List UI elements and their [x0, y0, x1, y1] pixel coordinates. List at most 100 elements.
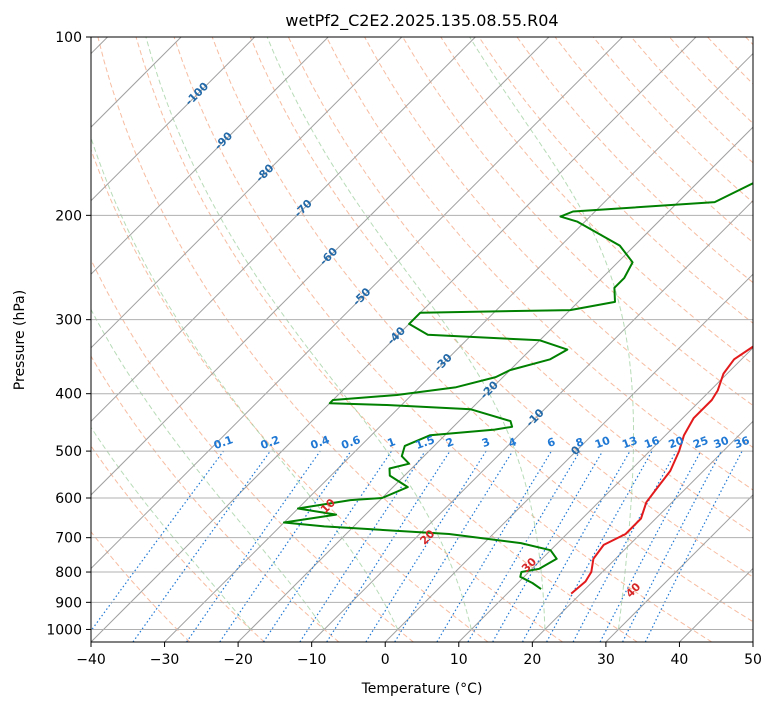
y-tick-label: 1000 — [46, 622, 82, 638]
mixing-ratio-label: 6 — [545, 435, 557, 450]
dry-adiabat-line — [91, 445, 265, 642]
mixing-ratio-label: 1.5 — [414, 433, 437, 452]
dry-adiabat-line — [211, 37, 753, 623]
isotherm-line — [752, 641, 753, 642]
chart-title: wetPf2_C2E2.2025.135.08.55.R04 — [285, 11, 558, 31]
mixing-ratio-line — [644, 450, 743, 642]
dry-adiabat-line — [326, 37, 753, 491]
isotherm-line — [679, 567, 753, 642]
mixing-ratio-line — [467, 450, 581, 642]
y-tick-label: 800 — [55, 565, 82, 581]
mixing-ratio-label: 0.4 — [309, 433, 332, 452]
isotherm-line — [458, 347, 753, 642]
mixing-ratio-label: 3 — [480, 435, 492, 450]
moist-adiabat-line — [145, 37, 472, 630]
dry-adiabat-label: 40 — [623, 580, 643, 600]
mixing-ratio-label: 10 — [593, 434, 612, 452]
dry-adiabat-label: 20 — [417, 527, 437, 547]
mixing-ratio-label: 20 — [667, 434, 686, 452]
x-tick-label: −30 — [150, 652, 180, 668]
mixing-ratio-label: 25 — [691, 434, 710, 451]
mixing-ratio-line — [262, 450, 392, 642]
dry-adiabat-line — [91, 148, 489, 642]
dry-adiabat-line — [440, 37, 753, 365]
x-tick-label: −40 — [76, 652, 106, 668]
y-tick-label: 900 — [55, 595, 82, 611]
x-axis: −40 −30 −20 −10 0 10 20 30 40 50 — [76, 642, 762, 668]
mixing-ratio-label: 2 — [444, 435, 456, 450]
mixing-ratio-line — [219, 450, 352, 642]
mixing-ratio-label: 16 — [642, 434, 661, 452]
dry-adiabat-line — [669, 37, 753, 125]
y-tick-label: 500 — [55, 444, 82, 460]
dry-adiabat-line — [554, 37, 753, 244]
isotherm-line — [164, 52, 753, 642]
mixing-ratio-label: 13 — [620, 434, 639, 451]
isotherm-line — [237, 126, 753, 642]
plot-area: -100-90-80-70-60-50-40-30-20-10010203040… — [91, 37, 753, 642]
x-tick-label: 30 — [597, 652, 615, 668]
isotherm-line — [91, 37, 403, 349]
y-tick-label: 200 — [55, 208, 82, 224]
mixing-ratio-line — [546, 450, 653, 642]
dry-adiabat-line — [91, 355, 340, 642]
isotherm-line — [91, 37, 256, 202]
dry-adiabat-line — [135, 37, 638, 642]
dry-adiabat-line — [707, 37, 753, 85]
isotherm-line — [384, 273, 753, 642]
isotherm-line — [91, 37, 329, 275]
dry-adiabat-line — [745, 37, 753, 46]
y-tick-label: 400 — [55, 387, 82, 403]
mixing-ratio-line — [299, 450, 426, 642]
dry-adiabat-line — [592, 37, 753, 204]
mixing-ratio-line — [599, 450, 702, 642]
y-tick-label: 700 — [55, 531, 82, 547]
moist-adiabat-line — [266, 37, 546, 630]
mixing-ratio-line — [326, 450, 451, 642]
isotherm-line — [605, 494, 753, 642]
temperature-profile-line — [570, 345, 753, 595]
isotherm-line — [91, 37, 476, 423]
mixing-ratio-line — [186, 450, 321, 642]
background-lines — [91, 37, 753, 642]
mixing-ratio-label: 30 — [712, 434, 731, 452]
mixing-ratio-line — [521, 450, 631, 642]
moist-adiabat-line — [469, 37, 634, 630]
y-tick-label: 600 — [55, 491, 82, 507]
y-axis: 100 200 300 400 500 600 700 800 900 1000 — [46, 30, 91, 638]
mixing-ratio-label: 1 — [386, 435, 398, 450]
profile-lines — [283, 182, 753, 595]
isotherm-line — [311, 199, 753, 642]
plot-frame — [90, 36, 754, 643]
mixing-ratio-label: 0.1 — [212, 433, 235, 452]
mixing-ratio-line — [622, 450, 722, 642]
mixing-ratio-label: 4 — [507, 435, 519, 450]
isotherm-line — [91, 37, 623, 570]
dry-adiabat-line — [478, 37, 753, 324]
isotherm-line — [91, 37, 550, 496]
y-tick-label: 300 — [55, 313, 82, 329]
mixing-ratio-label: 0.6 — [339, 433, 362, 452]
x-tick-label: −20 — [223, 652, 253, 668]
x-tick-label: 0 — [381, 652, 390, 668]
isotherm-line — [531, 420, 753, 642]
y-tick-label: 100 — [55, 30, 82, 46]
dry-adiabat-line — [364, 37, 753, 449]
moist-adiabat-line — [91, 426, 252, 630]
moist-adiabat-line — [91, 136, 399, 630]
x-tick-label: 40 — [671, 652, 689, 668]
dry-adiabat-line — [249, 37, 753, 578]
x-tick-label: 10 — [450, 652, 468, 668]
mixing-ratio-label: 8 — [574, 435, 586, 450]
dry-adiabat-line — [402, 37, 753, 407]
mixing-ratio-label: 0.2 — [259, 433, 282, 452]
dry-adiabat-line — [516, 37, 753, 284]
mixing-ratio-line — [91, 450, 224, 632]
mixing-ratio-line — [572, 450, 677, 642]
isotherm-line — [91, 37, 697, 642]
x-axis-label: Temperature (°C) — [361, 681, 483, 697]
mixing-ratio-line — [132, 450, 271, 642]
moist-adiabat-line — [91, 308, 325, 630]
dry-adiabat-line — [91, 531, 191, 642]
